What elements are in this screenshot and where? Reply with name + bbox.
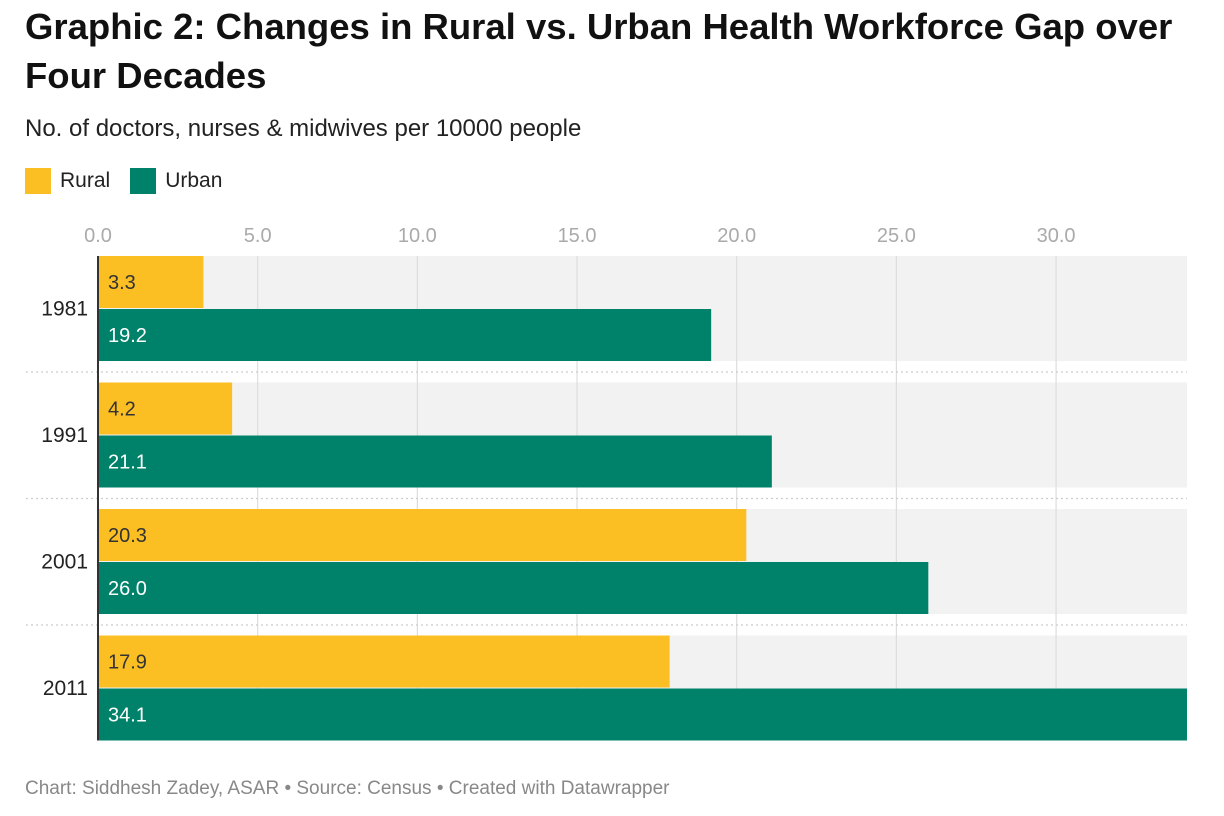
legend-swatch-urban bbox=[130, 168, 157, 194]
data-label-rural-1981: 3.3 bbox=[108, 272, 136, 294]
bar-urban-1981 bbox=[98, 309, 712, 361]
bar-rural-2011 bbox=[98, 635, 670, 688]
x-tick-label: 0.0 bbox=[84, 225, 112, 247]
legend: Rural Urban bbox=[25, 168, 242, 194]
chart-subtitle: No. of doctors, nurses & midwives per 10… bbox=[25, 115, 582, 142]
data-label-urban-2011: 34.1 bbox=[108, 705, 147, 727]
category-label-2011: 2011 bbox=[43, 677, 88, 700]
data-label-rural-1991: 4.2 bbox=[108, 399, 136, 421]
bar-urban-2011 bbox=[98, 688, 1187, 741]
legend-item-rural: Rural bbox=[25, 168, 110, 194]
x-tick-label: 25.0 bbox=[877, 225, 916, 247]
category-label-1991: 1991 bbox=[41, 424, 88, 447]
x-tick-label: 20.0 bbox=[717, 225, 756, 247]
data-label-rural-2001: 20.3 bbox=[108, 525, 147, 547]
data-label-rural-2011: 17.9 bbox=[108, 652, 147, 674]
data-label-urban-1981: 19.2 bbox=[108, 325, 147, 347]
bar-rural-1991 bbox=[98, 382, 233, 435]
category-label-1981: 1981 bbox=[41, 298, 88, 321]
chart-title: Graphic 2: Changes in Rural vs. Urban He… bbox=[25, 6, 1173, 96]
legend-swatch-rural bbox=[25, 168, 51, 194]
x-tick-label: 15.0 bbox=[558, 225, 597, 247]
x-tick-label: 5.0 bbox=[244, 225, 272, 247]
x-tick-label: 10.0 bbox=[398, 225, 437, 247]
legend-item-urban: Urban bbox=[130, 168, 222, 194]
chart-credit: Chart: Siddhesh Zadey, ASAR • Source: Ce… bbox=[25, 778, 670, 799]
bar-rural-2001 bbox=[98, 509, 747, 561]
data-label-urban-1991: 21.1 bbox=[108, 452, 147, 474]
legend-label-urban: Urban bbox=[165, 169, 223, 192]
bar-urban-2001 bbox=[98, 562, 929, 614]
data-label-urban-2001: 26.0 bbox=[108, 578, 147, 600]
category-label-2001: 2001 bbox=[41, 551, 88, 574]
legend-label-rural: Rural bbox=[60, 169, 111, 192]
bar-rural-1981 bbox=[98, 256, 204, 308]
x-tick-label: 30.0 bbox=[1037, 225, 1076, 247]
bar-urban-1991 bbox=[98, 435, 772, 488]
